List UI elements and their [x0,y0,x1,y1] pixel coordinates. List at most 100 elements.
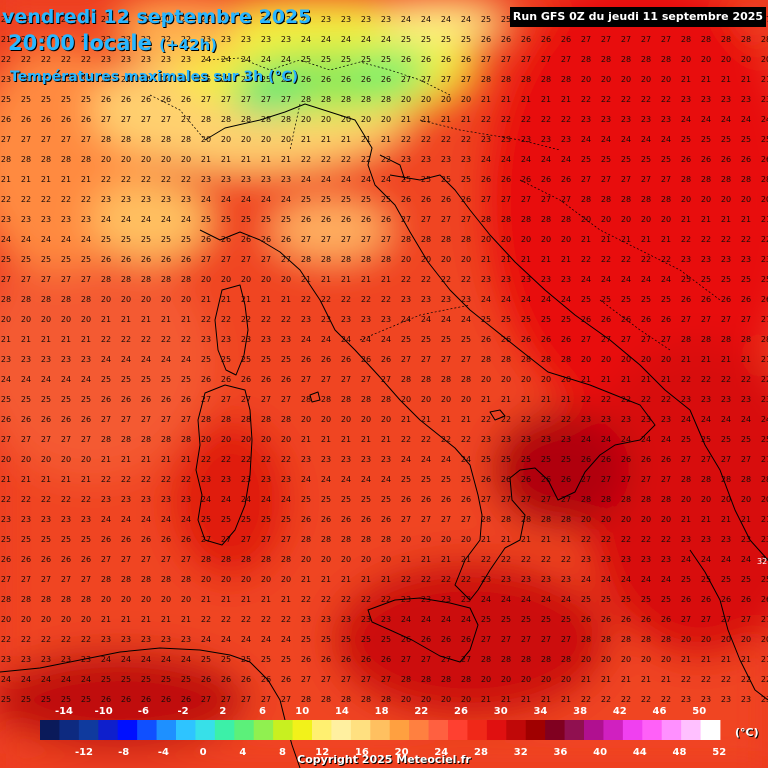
grid-value: 23 [681,95,691,104]
grid-value: 26 [521,35,531,44]
grid-value: 28 [761,175,768,184]
grid-value: 24 [261,495,271,504]
grid-value: 23 [741,395,751,404]
grid-value: 27 [281,695,291,704]
grid-value: 22 [101,475,111,484]
grid-value: 22 [221,455,231,464]
grid-value: 22 [221,315,231,324]
grid-value: 23 [701,395,711,404]
grid-value: 27 [61,435,71,444]
grid-value: 22 [421,135,431,144]
grid-value: 27 [221,535,231,544]
grid-value: 27 [201,535,211,544]
grid-value: 28 [21,595,31,604]
legend-tick-label: -14 [55,706,73,717]
grid-value: 24 [21,235,31,244]
grid-value: 21 [761,515,768,524]
grid-value: 20 [241,575,251,584]
grid-value: 21 [581,675,591,684]
grid-value: 27 [581,475,591,484]
grid-value: 23 [61,515,71,524]
forecast-time: 20:00 locale (+42h) [8,31,217,55]
grid-value: 27 [501,495,511,504]
grid-value: 20 [361,115,371,124]
grid-value: 25 [741,575,751,584]
grid-value: 27 [441,215,451,224]
grid-value: 22 [1,635,11,644]
grid-value: 22 [441,575,451,584]
grid-value: 24 [721,555,731,564]
legend-tick-label: 4 [239,747,246,758]
grid-value: 25 [441,475,451,484]
grid-value: 23 [501,575,511,584]
grid-value: 23 [681,695,691,704]
grid-value: 28 [621,55,631,64]
grid-value: 25 [401,35,411,44]
grid-value: 27 [481,55,491,64]
grid-value: 24 [181,355,191,364]
grid-value: 22 [21,195,31,204]
grid-value: 25 [481,315,491,324]
grid-value: 25 [701,135,711,144]
grid-value: 25 [481,615,491,624]
grid-value: 27 [401,215,411,224]
grid-value: 25 [381,635,391,644]
grid-value: 27 [561,635,571,644]
grid-value: 24 [301,475,311,484]
grid-value: 22 [301,155,311,164]
grid-value: 27 [341,375,351,384]
grid-value: 27 [701,455,711,464]
grid-value: 24 [261,195,271,204]
grid-value: 27 [541,55,551,64]
grid-value: 25 [101,235,111,244]
grid-value: 26 [461,55,471,64]
grid-value: 20 [381,415,391,424]
grid-value: 28 [761,35,768,44]
legend-swatch [564,720,585,740]
grid-value: 24 [221,55,231,64]
grid-value: 25 [201,355,211,364]
grid-value: 23 [21,215,31,224]
grid-value: 21 [681,515,691,524]
legend-swatch [214,720,235,740]
grid-value: 24 [681,415,691,424]
grid-value: 25 [421,335,431,344]
grid-value: 22 [121,475,131,484]
grid-value: 25 [281,655,291,664]
grid-value: 26 [421,635,431,644]
grid-value: 25 [541,315,551,324]
grid-value: 25 [261,655,271,664]
grid-value: 21 [361,435,371,444]
grid-value: 26 [341,215,351,224]
grid-value: 24 [241,55,251,64]
legend-swatch [98,720,119,740]
grid-value: 21 [641,675,651,684]
grid-value: 20 [161,295,171,304]
grid-value: 25 [121,235,131,244]
grid-value: 28 [681,475,691,484]
grid-value: 24 [81,675,91,684]
grid-value: 25 [761,135,768,144]
grid-value: 28 [521,355,531,364]
grid-value: 25 [121,375,131,384]
grid-value: 23 [741,535,751,544]
grid-value: 23 [1,75,11,84]
grid-value: 20 [521,675,531,684]
grid-value: 27 [601,335,611,344]
grid-value: 25 [501,315,511,324]
grid-value: 23 [501,135,511,144]
grid-value: 24 [381,475,391,484]
grid-value: 27 [721,455,731,464]
grid-value: 26 [161,395,171,404]
grid-value: 25 [41,695,51,704]
grid-value: 25 [581,295,591,304]
grid-value: 26 [361,655,371,664]
grid-value: 21 [161,615,171,624]
grid-value: 21 [101,615,111,624]
grid-value: 25 [401,475,411,484]
grid-value: 27 [61,135,71,144]
grid-value: 23 [281,335,291,344]
grid-value: 21 [361,135,371,144]
grid-value: 21 [21,475,31,484]
grid-value: 22 [621,695,631,704]
